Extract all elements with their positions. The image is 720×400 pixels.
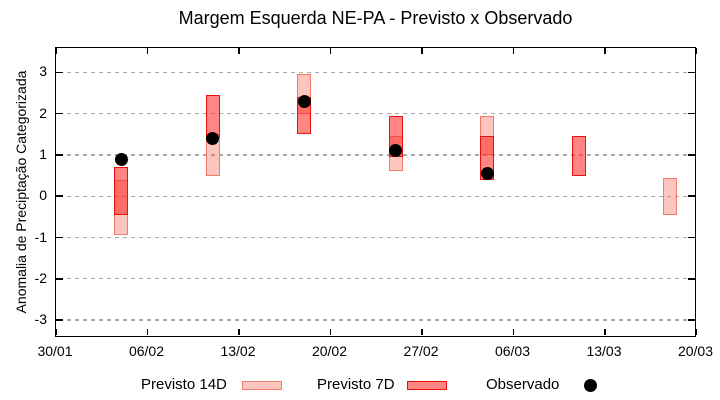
legend-label-previsto-14d: Previsto 14D (141, 376, 227, 393)
y-tick-mark (688, 71, 695, 74)
y-tick-label: 2 (39, 104, 47, 121)
y-tick-mark (56, 195, 63, 197)
y-tick-mark (56, 112, 63, 115)
y-tick-mark (688, 236, 695, 239)
y-tick-mark (56, 71, 63, 74)
x-tick-mark (421, 328, 423, 335)
y-tick-label: -3 (34, 311, 47, 328)
y-tick-mark (688, 278, 695, 280)
forecast-14d-bar (663, 177, 678, 215)
y-tick-label: 1 (39, 145, 47, 162)
grid-line (59, 195, 688, 197)
x-tick-mark (238, 328, 240, 335)
y-tick-mark (56, 278, 63, 280)
x-tick-mark (604, 328, 606, 335)
y-tick-label: -1 (34, 228, 47, 245)
observed-dot (206, 131, 220, 145)
y-tick-label: 3 (39, 63, 47, 80)
x-tick-mark (329, 48, 332, 54)
grid-line (59, 154, 688, 156)
x-tick-mark (695, 48, 698, 54)
x-tick-mark (55, 48, 57, 54)
x-tick-label: 13/02 (220, 343, 256, 359)
legend-observed-dot-icon (584, 379, 597, 392)
x-tick-mark (695, 328, 698, 335)
observed-dot (480, 166, 494, 180)
x-tick-label: 30/01 (37, 343, 73, 359)
x-tick-label: 27/02 (403, 343, 439, 359)
y-tick-mark (688, 195, 695, 197)
x-tick-mark (146, 48, 149, 54)
x-tick-label: 06/02 (128, 343, 165, 359)
grid-line (59, 236, 688, 239)
x-tick-mark (238, 48, 240, 54)
legend-label-observado: Observado (486, 376, 560, 393)
y-tick-label: -2 (34, 269, 47, 286)
forecast-7d-bar (114, 167, 129, 215)
x-tick-mark (55, 328, 57, 335)
y-tick-mark (688, 112, 695, 115)
x-tick-mark (604, 48, 606, 54)
x-tick-mark (146, 328, 149, 335)
observed-dot (389, 144, 403, 158)
x-tick-mark (329, 328, 332, 335)
x-tick-mark (512, 328, 515, 335)
y-tick-mark (688, 319, 695, 321)
grid-line (59, 71, 688, 73)
y-tick-mark (56, 154, 63, 156)
forecast-7d-bar (571, 136, 586, 176)
x-tick-mark (421, 48, 423, 54)
x-tick-label: 13/03 (586, 343, 622, 359)
y-tick-mark (56, 319, 63, 321)
x-tick-label: 06/03 (494, 343, 531, 359)
observed-dot (297, 94, 311, 108)
grid-line (59, 319, 688, 321)
x-tick-mark (512, 48, 515, 54)
legend-swatch-previsto-7d-icon (407, 381, 447, 390)
y-tick-label: 0 (39, 187, 47, 204)
x-tick-label: 20/03 (677, 343, 714, 359)
plot-area (55, 47, 698, 337)
x-tick-label: 20/02 (311, 343, 348, 359)
y-tick-mark (688, 154, 695, 156)
chart-title: Margem Esquerda NE-PA - Previsto x Obser… (178, 8, 573, 28)
observed-dot (114, 152, 128, 166)
legend-label-previsto-7d: Previsto 7D (317, 376, 395, 393)
legend-swatch-previsto-14d-icon (242, 381, 282, 390)
y-tick-mark (56, 236, 63, 239)
grid-line (59, 112, 688, 115)
grid-line (59, 278, 688, 280)
